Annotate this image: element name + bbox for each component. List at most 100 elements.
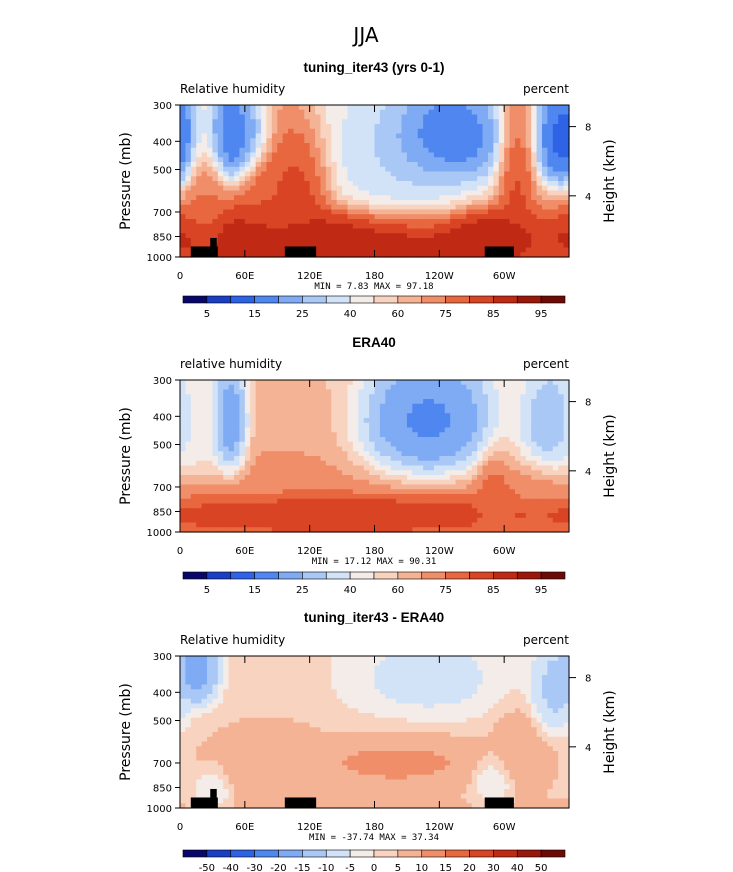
heatmap-cell — [552, 456, 559, 462]
heatmap-cell — [466, 105, 473, 111]
heatmap-cell — [336, 503, 343, 509]
heatmap-cell — [514, 380, 521, 386]
y-tick-label: 1000 — [147, 528, 172, 539]
heatmap-cell — [180, 665, 186, 671]
heatmap-cell — [531, 166, 538, 173]
heatmap-cell — [406, 124, 413, 130]
heatmap-cell — [417, 503, 424, 509]
heatmap-cell — [423, 527, 430, 533]
heatmap-cell — [228, 166, 235, 173]
heatmap-cell — [547, 152, 554, 158]
heatmap-cell — [504, 389, 511, 395]
heatmap-cell — [234, 456, 241, 462]
heatmap-cell — [298, 105, 305, 111]
heatmap-cell — [531, 228, 538, 234]
heatmap-cell — [406, 105, 413, 111]
heatmap-cell — [304, 109, 311, 116]
heatmap-cell — [482, 223, 489, 230]
heatmap-cell — [531, 219, 538, 225]
heatmap-cell — [282, 437, 289, 443]
heatmap-cell — [396, 475, 403, 481]
heatmap-cell — [212, 219, 219, 225]
heatmap-cell — [217, 162, 224, 168]
heatmap-cell — [255, 660, 262, 667]
heatmap-cell — [185, 437, 192, 443]
heatmap-cell — [552, 171, 559, 177]
heatmap-cell — [331, 479, 338, 486]
heatmap-cell — [493, 394, 500, 400]
heatmap-cell — [342, 128, 349, 135]
heatmap-cell — [217, 413, 224, 419]
heatmap-cell — [493, 494, 500, 500]
heatmap-cell — [352, 209, 359, 215]
heatmap-cell — [514, 389, 521, 395]
heatmap-cell — [288, 389, 295, 395]
heatmap-cell — [277, 228, 284, 234]
heatmap-cell — [471, 195, 478, 201]
land-mask — [284, 246, 317, 257]
heatmap-cell — [223, 247, 230, 253]
heatmap-cell — [541, 399, 548, 405]
heatmap-cell — [271, 105, 278, 111]
heatmap-cell — [320, 252, 327, 258]
heatmap-cell — [315, 498, 322, 505]
heatmap-cell — [520, 494, 527, 500]
heatmap-cell — [369, 422, 376, 429]
heatmap-cell — [277, 479, 284, 486]
heatmap-cell — [547, 114, 554, 120]
heatmap-cell — [460, 446, 467, 452]
heatmap-cell — [217, 498, 224, 505]
heatmap-cell — [190, 219, 197, 225]
heatmap-cell — [266, 242, 273, 249]
heatmap-cell — [444, 138, 451, 144]
heatmap-cell — [433, 527, 440, 533]
heatmap-cell — [396, 124, 403, 130]
heatmap-cell — [342, 441, 349, 448]
heatmap-cell — [282, 403, 289, 410]
heatmap-cell — [423, 399, 430, 405]
heatmap-cell — [180, 247, 186, 253]
heatmap-cell — [282, 389, 289, 395]
heatmap-cell — [352, 460, 359, 467]
heatmap-cell — [309, 489, 316, 495]
heatmap-cell — [450, 399, 457, 405]
heatmap-cell — [315, 176, 322, 182]
heatmap-cell — [520, 422, 527, 429]
heatmap-cell — [298, 456, 305, 462]
heatmap-cell — [277, 181, 284, 187]
heatmap-cell — [531, 522, 538, 528]
heatmap-cell — [369, 656, 376, 662]
heatmap-cell — [244, 185, 251, 192]
heatmap-cell — [406, 380, 413, 386]
heatmap-cell — [412, 389, 419, 395]
heatmap-cell — [460, 219, 467, 225]
figure-title: JJA — [351, 23, 378, 47]
heatmap-cell — [336, 460, 343, 467]
heatmap-cell — [342, 418, 349, 424]
heatmap-cell — [509, 498, 516, 505]
heatmap-cell — [471, 138, 478, 144]
heatmap-cell — [185, 181, 192, 187]
heatmap-cell — [417, 489, 424, 495]
heatmap-cell — [369, 181, 376, 187]
heatmap-cell — [277, 176, 284, 182]
heatmap-cell — [466, 204, 473, 211]
heatmap-cell — [460, 394, 467, 400]
heatmap-cell — [460, 114, 467, 120]
heatmap-cell — [271, 214, 278, 220]
heatmap-cell — [239, 446, 246, 452]
heatmap-cell — [325, 252, 332, 258]
heatmap-cell — [563, 517, 570, 524]
heatmap-cell — [412, 190, 419, 196]
heatmap-cell — [493, 460, 500, 467]
heatmap-cell — [525, 143, 532, 149]
heatmap-cell — [401, 223, 408, 230]
heatmap-cell — [250, 185, 257, 192]
heatmap-cell — [439, 185, 446, 192]
heatmap-cell — [223, 489, 230, 495]
heatmap-cell — [196, 119, 203, 125]
heatmap-cell — [552, 384, 559, 391]
heatmap-cell — [331, 503, 338, 509]
heatmap-cell — [207, 498, 214, 505]
heatmap-cell — [482, 204, 489, 211]
